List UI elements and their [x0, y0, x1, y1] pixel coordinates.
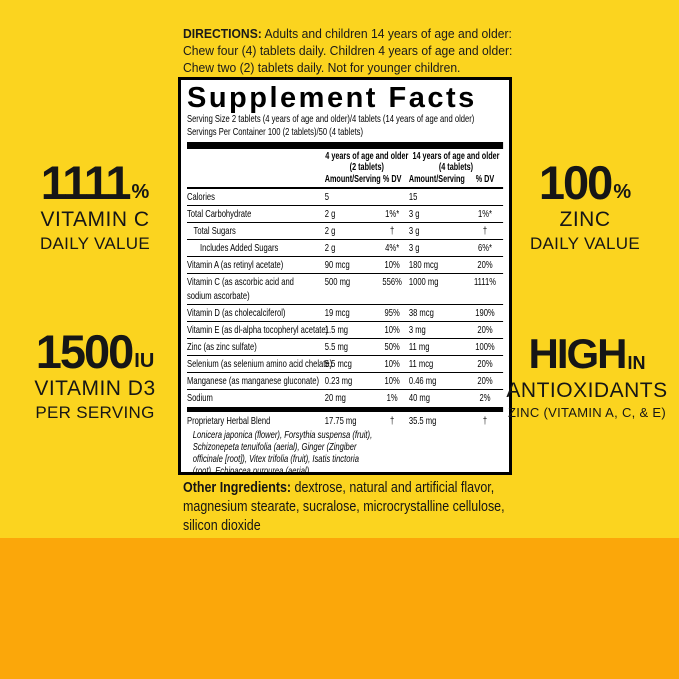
table-row-zinc: Zinc (as zinc sulfate) 5.5 mg 50% 11 mg …	[187, 339, 504, 356]
table-row-total-sugars: Total Sugars 2 g † 3 g †	[187, 223, 504, 240]
claim-vitamin-c: 1111% VITAMIN C DAILY VALUE	[10, 156, 180, 254]
claim-line1: ZINC	[559, 208, 611, 231]
column-labels: Amount/Serving % DV Amount/Serving % DV	[187, 173, 503, 186]
table-row-manganese: Manganese (as manganese gluconate) 0.23 …	[187, 373, 504, 390]
claim-vitamin-d3: 1500 IU VITAMIN D3 PER SERVING	[10, 325, 180, 423]
claim-unit: IN	[627, 353, 646, 373]
claim-value: 1111	[40, 156, 132, 209]
claim-unit: IU	[134, 350, 155, 372]
col-amount-1: Amount/Serving	[324, 174, 381, 185]
panel-body: Serving Size 2 tablets (4 years of age a…	[187, 113, 504, 475]
table-row-vitamin-e: Vitamin E (as dl-alpha tocopheryl acetat…	[187, 322, 504, 339]
panel-title: Supplement Facts	[187, 82, 477, 114]
claim-line2: ZINC (VITAMIN A, C, & E)	[508, 405, 666, 420]
servings-per-container: Servings Per Container 100 (2 tablets)/5…	[187, 126, 364, 138]
directions-line3: Chew two (2) tablets daily. Not for youn…	[183, 61, 461, 75]
claim-value: 100	[538, 156, 613, 209]
supplement-facts-panel: Supplement Facts Serving Size 2 tablets …	[178, 77, 512, 475]
divider-thick	[187, 142, 504, 149]
claim-value: 1500	[35, 325, 135, 378]
directions-label: DIRECTIONS:	[183, 27, 262, 41]
claim-zinc: 100% ZINC DAILY VALUE	[500, 156, 670, 254]
herbal-blend-ingredients: Lonicera japonica (flower), Forsythia su…	[192, 429, 373, 475]
serving-size: Serving Size 2 tablets (4 years of age a…	[187, 113, 475, 125]
table-row-vitamin-a: Vitamin A (as retinyl acetate) 90 mcg 10…	[187, 257, 504, 274]
claim-line1: ANTIOXIDANTS	[506, 379, 668, 402]
table-row-selenium: Selenium (as selenium amino acid chelate…	[187, 356, 504, 373]
claim-unit: %	[613, 181, 632, 203]
other-ingredients: Other Ingredients: dextrose, natural and…	[183, 480, 505, 534]
group2-header: 14 years of age and older (4 tablets)	[412, 151, 500, 173]
divider-thick	[187, 407, 504, 412]
directions-text: DIRECTIONS: Adults and children 14 years…	[183, 26, 518, 77]
claim-unit: %	[131, 181, 150, 203]
claim-line1: VITAMIN D3	[34, 377, 156, 400]
table-row-sodium: Sodium 20 mg 1% 40 mg 2%	[187, 392, 491, 404]
claim-line2: PER SERVING	[35, 403, 155, 422]
directions-line2: Chew four (4) tablets daily. Children 4 …	[183, 44, 513, 58]
col-dv-1: % DV	[382, 174, 402, 185]
claim-antioxidants: HIGH IN ANTIOXIDANTS ZINC (VITAMIN A, C, …	[498, 330, 676, 421]
bottom-band: ✓ GLUTEN FREE ✓ CAFFEINE FREE ✓ NON-GMO …	[0, 538, 679, 679]
table-row-herbal-blend: Proprietary Herbal Blend 17.75 mg † 35.5…	[187, 415, 488, 427]
claim-line1: VITAMIN C	[40, 208, 150, 231]
claim-line2: DAILY VALUE	[39, 234, 151, 253]
table-row-vitamin-c: Vitamin C (as ascorbic acid and sodium a…	[187, 274, 504, 305]
claim-line2: DAILY VALUE	[529, 234, 641, 253]
table-row-added-sugars: Includes Added Sugars 2 g 4%* 3 g 6%*	[187, 240, 504, 257]
claim-value: HIGH	[528, 330, 628, 377]
col-amount-2: Amount/Serving	[408, 174, 465, 185]
table-row-calories: Calories 5 15	[187, 189, 504, 206]
directions-line1: DIRECTIONS: Adults and children 14 years…	[183, 27, 512, 41]
group1-header: 4 years of age and older (2 tablets)	[325, 151, 409, 173]
table-row-carbohydrate: Total Carbohydrate 2 g 1%* 3 g 1%*	[187, 206, 504, 223]
col-dv-2: % DV	[475, 174, 495, 185]
table-row-vitamin-d: Vitamin D (as cholecalciferol) 19 mcg 95…	[187, 305, 504, 322]
column-groups: 4 years of age and older (2 tablets) 14 …	[187, 151, 503, 173]
column-headers: 4 years of age and older (2 tablets) 14 …	[187, 151, 504, 189]
other-ingredients-label: Other Ingredients:	[183, 480, 292, 496]
